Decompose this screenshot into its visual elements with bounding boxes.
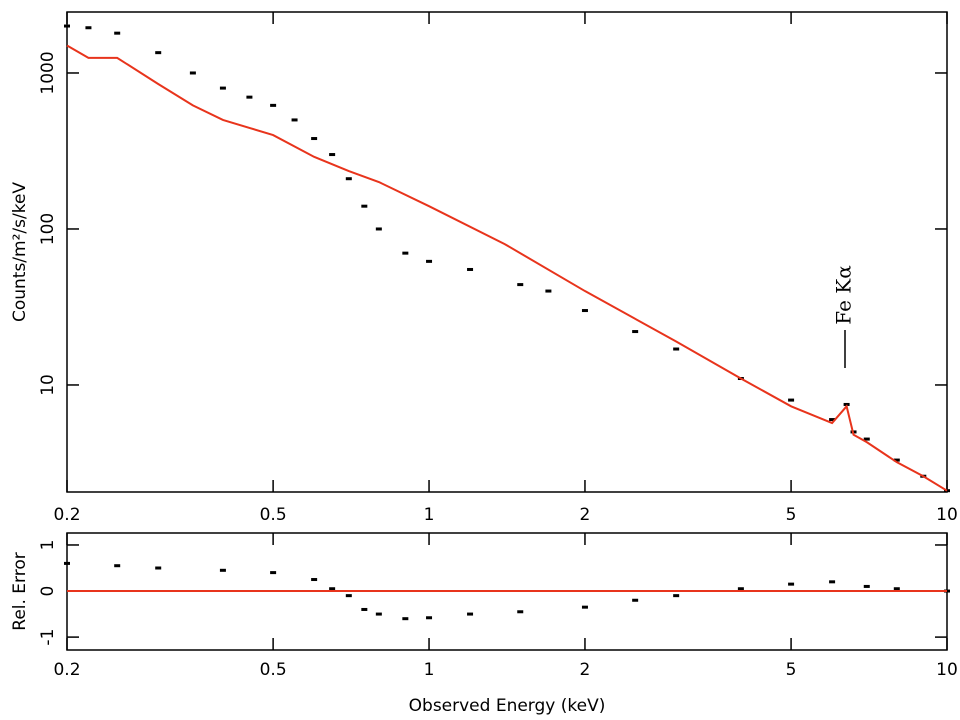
x-tick-label: 10 bbox=[936, 505, 958, 525]
data-point bbox=[788, 398, 795, 402]
x-tick-label: 2 bbox=[580, 660, 591, 680]
y-tick-label: 100 bbox=[38, 213, 58, 245]
data-point bbox=[361, 607, 368, 611]
data-point bbox=[219, 86, 226, 90]
data-point bbox=[270, 103, 277, 107]
data-point bbox=[246, 95, 253, 99]
data-point bbox=[189, 71, 196, 75]
data-point bbox=[375, 227, 382, 231]
data-point bbox=[863, 584, 870, 588]
data-point bbox=[375, 612, 382, 616]
data-point bbox=[64, 24, 70, 28]
y-axis-label: Counts/m²/s/keV bbox=[10, 182, 30, 322]
x-tick-label: 1 bbox=[424, 660, 435, 680]
data-point bbox=[581, 605, 588, 609]
data-point bbox=[673, 347, 680, 351]
y-tick-label: 10 bbox=[38, 374, 58, 396]
data-point bbox=[270, 571, 277, 575]
y-axis-label: Rel. Error bbox=[10, 552, 30, 630]
data-point bbox=[829, 418, 836, 422]
data-point bbox=[219, 568, 226, 572]
model-line bbox=[66, 44, 948, 492]
data-point bbox=[737, 587, 744, 591]
x-tick-label: 10 bbox=[936, 660, 958, 680]
data-point bbox=[311, 578, 318, 582]
data-point bbox=[345, 594, 352, 598]
data-point bbox=[64, 561, 70, 565]
x-tick-label: 5 bbox=[786, 505, 797, 525]
data-point bbox=[545, 289, 552, 293]
data-point bbox=[517, 610, 524, 614]
data-point bbox=[311, 137, 318, 141]
y-tick-label: 1000 bbox=[38, 51, 58, 94]
data-point bbox=[467, 267, 474, 271]
x-tick-label: 0.5 bbox=[260, 505, 287, 525]
data-point bbox=[863, 437, 870, 441]
y-tick-label: 0 bbox=[38, 586, 58, 597]
annotation: Fe Kα bbox=[832, 265, 856, 324]
data-point bbox=[402, 617, 409, 621]
x-axis-label: Observed Energy (keV) bbox=[409, 696, 606, 716]
x-tick-label: 5 bbox=[786, 660, 797, 680]
data-point bbox=[517, 283, 524, 287]
data-point bbox=[114, 31, 121, 35]
y-tick-label: -1 bbox=[38, 629, 58, 646]
data-point bbox=[893, 458, 900, 462]
data-point bbox=[788, 582, 795, 586]
data-point bbox=[361, 204, 368, 208]
data-point bbox=[114, 564, 121, 568]
data-point bbox=[329, 587, 336, 591]
data-point bbox=[673, 594, 680, 598]
x-tick-label: 2 bbox=[580, 505, 591, 525]
data-point bbox=[581, 309, 588, 313]
data-point bbox=[632, 598, 639, 602]
data-point bbox=[85, 26, 92, 30]
data-point bbox=[345, 177, 352, 181]
data-point bbox=[426, 616, 433, 620]
data-point bbox=[329, 153, 336, 157]
data-point bbox=[632, 330, 639, 334]
data-point bbox=[402, 251, 409, 255]
data-point bbox=[291, 118, 298, 122]
x-tick-label: 0.2 bbox=[53, 505, 80, 525]
data-point bbox=[829, 580, 836, 584]
data-point bbox=[426, 259, 433, 263]
data-point bbox=[843, 402, 850, 406]
data-point bbox=[155, 51, 162, 55]
x-tick-label: 1 bbox=[424, 505, 435, 525]
y-tick-label: 1 bbox=[38, 540, 58, 551]
data-point bbox=[467, 612, 474, 616]
plot-frame bbox=[66, 11, 948, 493]
x-tick-label: 0.5 bbox=[260, 660, 287, 680]
data-point bbox=[155, 566, 162, 570]
data-point bbox=[893, 587, 900, 591]
x-tick-label: 0.2 bbox=[53, 660, 80, 680]
